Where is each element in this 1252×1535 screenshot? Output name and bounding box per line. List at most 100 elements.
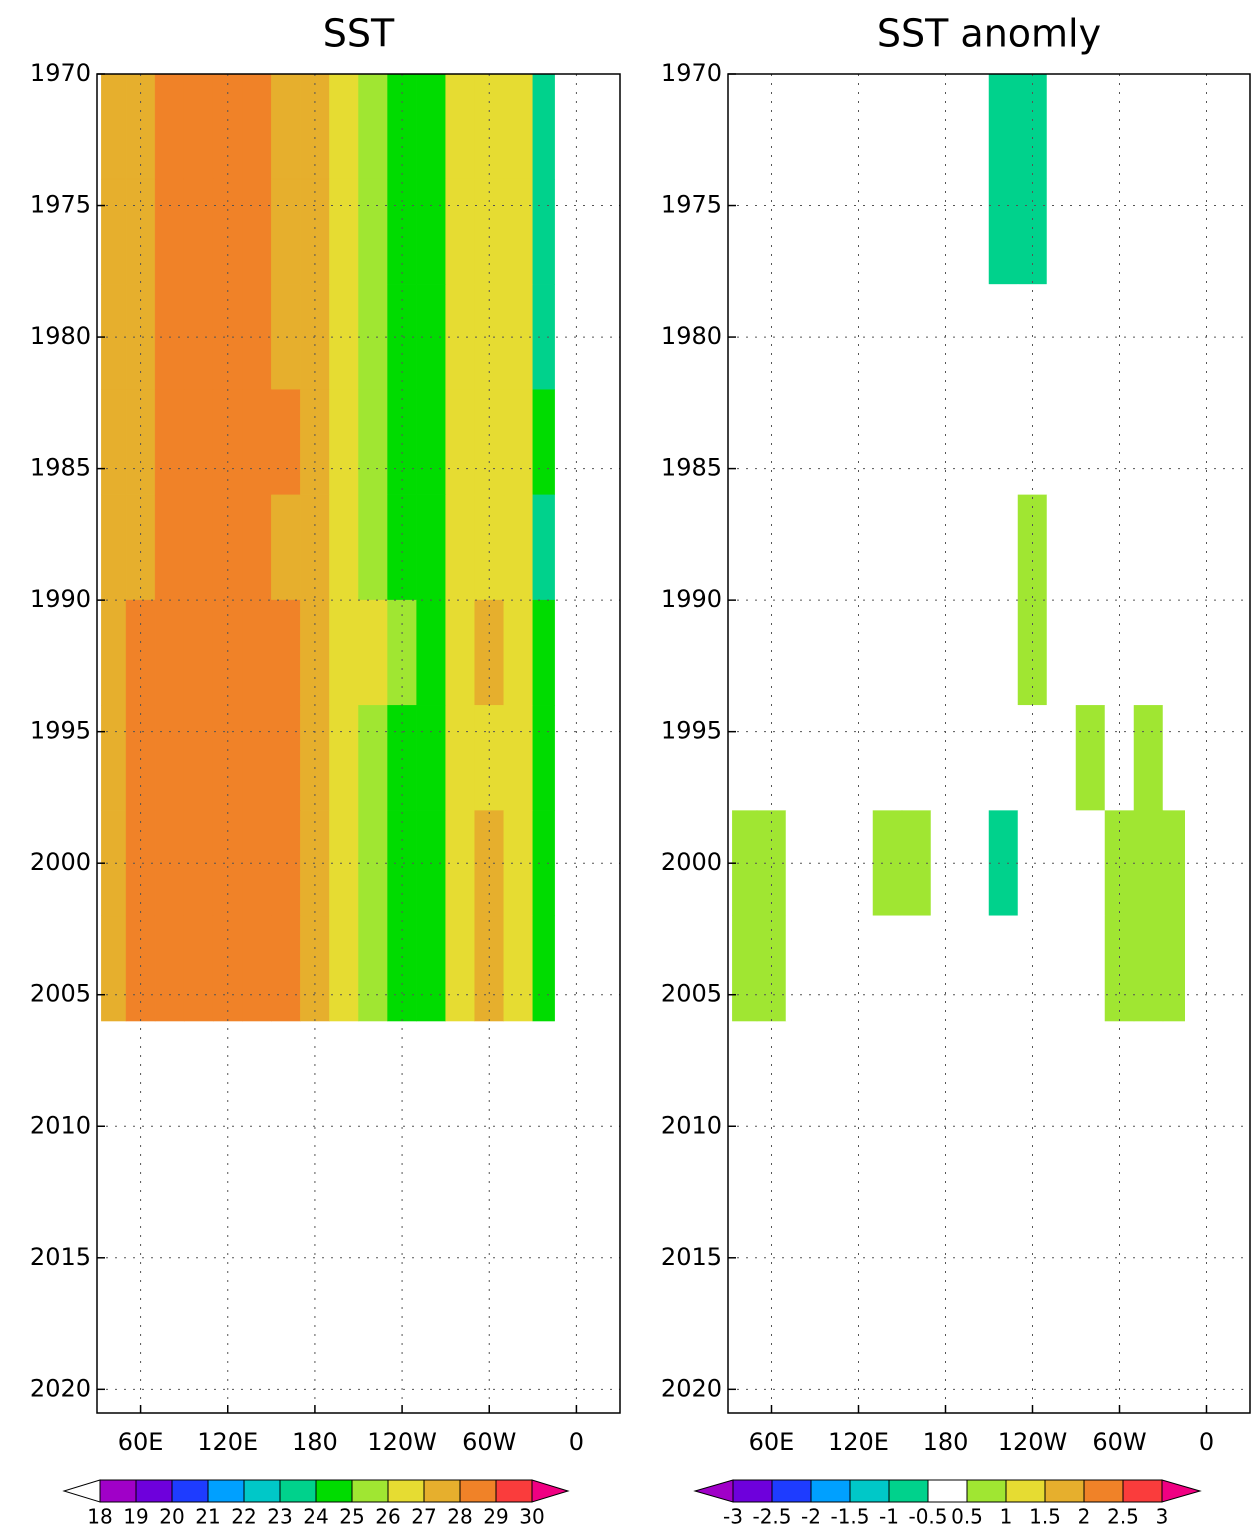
colorbar-label: -1.5 [830,1505,869,1529]
heatmap-cell [416,178,446,285]
heatmap-cell [242,389,272,496]
colorbar-label: 0.5 [951,1505,983,1529]
colorbar-box [927,1479,968,1503]
heatmap-cell [785,73,816,180]
x-tick-label: 180 [292,1428,338,1456]
y-tick-label: 1990 [30,585,91,613]
heatmap-cell [387,915,417,1022]
heatmap-cell [1017,810,1048,917]
colorbar-label: -2.5 [752,1505,791,1529]
heatmap-cell [872,599,903,706]
colorbar-label: 2 [1078,1505,1091,1529]
heatmap-cell [416,705,446,811]
heatmap-field [101,73,555,1022]
heatmap-cell [901,599,932,706]
heatmap-cell [959,284,990,390]
heatmap-cell [532,599,555,706]
y-tick-label: 1985 [661,454,722,482]
heatmap-cell [445,178,475,285]
colorbar-label: 1.5 [1029,1505,1061,1529]
heatmap-cell [988,178,1019,285]
heatmap-cell [930,915,961,1022]
heatmap-cell [532,705,555,811]
heatmap-cell [101,178,127,285]
heatmap-cell [843,178,874,285]
colorbar-box [171,1479,209,1503]
y-tick-label: 1980 [661,322,722,350]
heatmap-cell [101,389,127,496]
heatmap-cell [183,284,214,390]
heatmap-cell [183,705,214,811]
heatmap-cell [843,915,874,1022]
heatmap-cell [1162,915,1185,1022]
y-tick-label: 2010 [661,1111,722,1139]
plot-frame [727,73,1251,1414]
heatmap-cell [930,494,961,601]
heatmap-cell [732,284,758,390]
y-tick-label: 2000 [661,848,722,876]
heatmap-cell [242,73,272,180]
heatmap-cell [329,284,359,390]
heatmap-cell [1104,810,1135,917]
y-tick-label: 1980 [30,322,91,350]
colorbar-label: 28 [447,1505,472,1529]
heatmap-cell [329,810,359,917]
colorbar-label: 23 [267,1505,292,1529]
heatmap-cell [358,599,388,706]
heatmap-cell [212,73,243,180]
heatmap-cell [872,178,903,285]
colorbar-label: -3 [723,1505,743,1529]
heatmap-cell [872,915,903,1022]
heatmap-cell [872,705,903,811]
chart-title: SST anomly [877,12,1101,56]
heatmap-cell [212,494,243,601]
heatmap-cell [183,494,214,601]
heatmap-cell [503,178,534,285]
heatmap-cell [212,178,243,285]
heatmap-cell [1133,810,1164,917]
heatmap-cell [1104,178,1135,285]
colorbar-box [351,1479,389,1503]
heatmap-cell [785,705,816,811]
heatmap-cell [814,705,845,811]
heatmap-cell [101,599,127,706]
colorbar-box [810,1479,851,1503]
heatmap-cell [154,705,185,811]
heatmap-cell [242,178,272,285]
heatmap-cell [445,284,475,390]
heatmap-cell [1017,494,1048,601]
heatmap-cell [329,915,359,1022]
heatmap-cell [814,389,845,496]
heatmap-cell [271,599,301,706]
heatmap-cell [1104,73,1135,180]
heatmap-cell [1075,178,1106,285]
heatmap-cell [1133,494,1164,601]
heatmap-cell [532,389,555,496]
colorbar-box [888,1479,929,1503]
heatmap-cell [242,915,272,1022]
heatmap-cell [1162,494,1185,601]
heatmap-cell [300,915,330,1022]
heatmap-cell [474,494,505,601]
heatmap-cell [988,284,1019,390]
heatmap-cell [930,178,961,285]
heatmap-cell [1046,915,1077,1022]
heatmap-cell [329,73,359,180]
heatmap-cell [474,810,505,917]
heatmap-cell [959,915,990,1022]
colorbar-label: -2 [801,1505,821,1529]
heatmap-cell [1075,599,1106,706]
colorbar-box [1122,1479,1163,1503]
colorbar-box [1005,1479,1046,1503]
heatmap-cell [503,73,534,180]
heatmap-cell [125,178,156,285]
heatmap-cell [154,915,185,1022]
heatmap-cell [959,810,990,917]
heatmap-cell [154,178,185,285]
heatmap-cell [732,494,758,601]
colorbar-label: 2.5 [1107,1505,1139,1529]
heatmap-cell [532,73,555,180]
x-tick-label: 60W [462,1428,516,1456]
heatmap-cell [756,178,787,285]
colorbar-box [849,1479,890,1503]
